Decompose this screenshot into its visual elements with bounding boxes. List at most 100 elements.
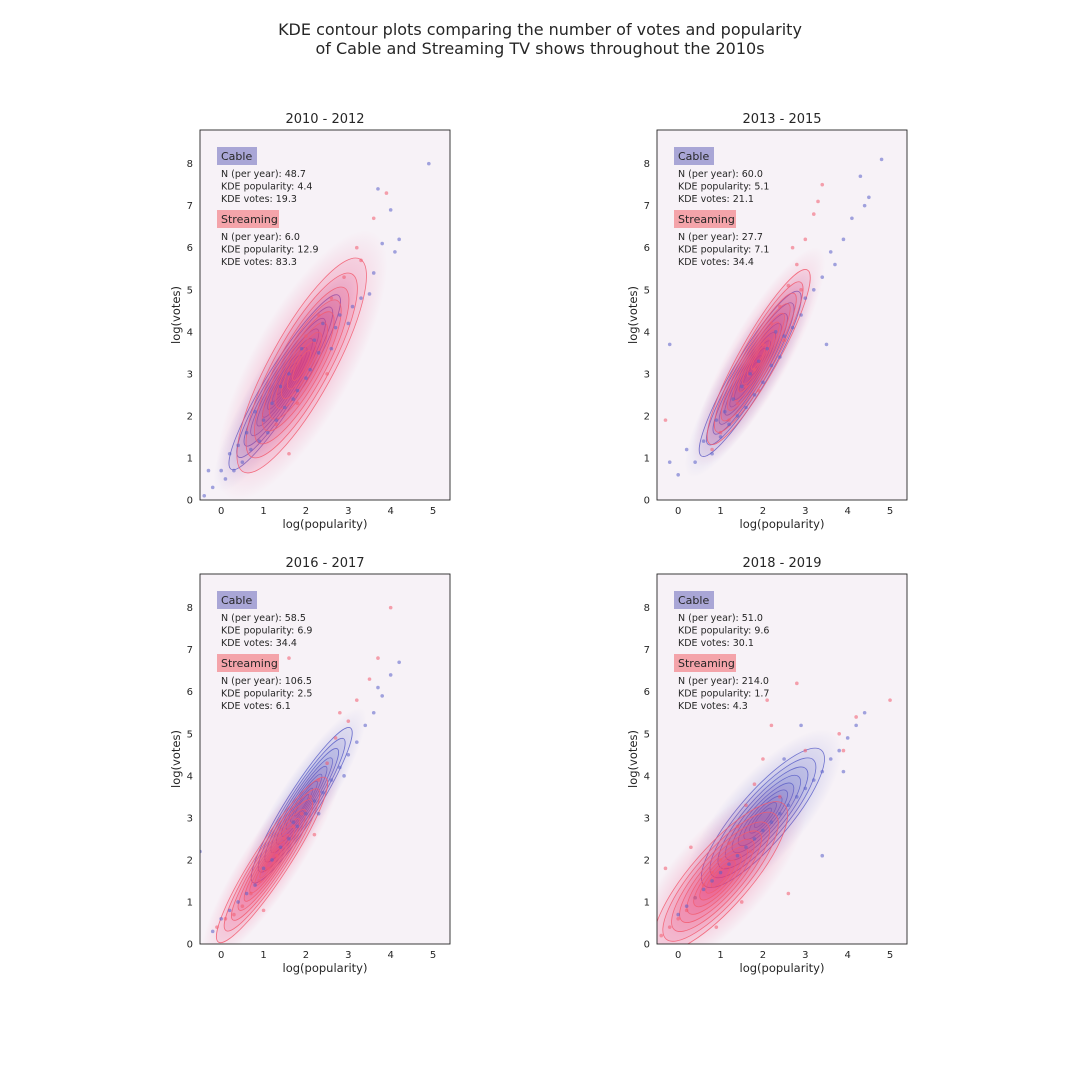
cable-point — [676, 472, 680, 477]
cable-point — [735, 414, 740, 418]
streaming-point — [693, 895, 697, 900]
plot-area — [657, 681, 892, 944]
kde-contour-level-6 — [737, 321, 780, 393]
kde-contour-level-2 — [245, 272, 358, 459]
streaming-point — [710, 870, 714, 875]
cable-point — [270, 401, 274, 406]
cable-point — [240, 460, 245, 464]
cable-point — [824, 342, 829, 347]
y-axis-label: log(votes) — [626, 730, 640, 788]
streaming-point — [735, 824, 740, 829]
cable-point — [236, 900, 240, 904]
cable-point — [261, 866, 266, 871]
y-tick-label: 2 — [644, 411, 650, 422]
cable-point — [756, 359, 761, 364]
streaming-point — [346, 719, 351, 723]
x-axis-label: log(popularity) — [283, 961, 368, 975]
streaming-point — [744, 384, 748, 389]
cable-point — [257, 439, 262, 443]
x-tick-label: 4 — [387, 506, 393, 517]
x-tick-label: 0 — [675, 506, 681, 517]
cable-point — [232, 468, 236, 473]
streaming-point — [710, 447, 714, 452]
streaming-stat-line: KDE votes: 83.3 — [221, 257, 297, 268]
streaming-point — [274, 853, 279, 858]
kde-glow — [216, 230, 388, 500]
y-tick-label: 8 — [644, 159, 650, 170]
streaming-point — [718, 430, 723, 435]
kde-contour-level-7 — [699, 853, 742, 901]
x-tick-label: 5 — [887, 950, 893, 961]
y-tick-label: 6 — [644, 687, 650, 698]
panel-4: 0 1 2 3 4 5 0 1 2 3 4 5 6 7 8 2018 - 2019 log(popularity… — [626, 556, 908, 975]
cable-point — [291, 397, 296, 401]
cable-point — [667, 460, 672, 464]
cable-point — [388, 208, 393, 212]
cable-legend-label: Cable — [221, 150, 252, 163]
cable-point — [376, 187, 380, 191]
streaming-legend-box — [217, 210, 279, 228]
cable-point — [236, 443, 240, 448]
cable-point — [773, 330, 778, 334]
streaming-stat-line: KDE popularity: 2.5 — [221, 689, 312, 700]
cable-legend-box — [217, 591, 257, 609]
y-tick-label: 6 — [187, 687, 193, 698]
cable-point — [397, 237, 401, 242]
streaming-kde — [216, 230, 388, 500]
x-tick-label: 4 — [844, 506, 850, 517]
cable-point — [731, 397, 736, 401]
cable-point — [397, 660, 401, 665]
kde-glow — [657, 780, 808, 944]
cable-point — [278, 384, 283, 389]
cable-stat-line: N (per year): 51.0 — [678, 613, 763, 624]
cable-point — [845, 736, 850, 740]
streaming-point — [888, 698, 892, 702]
streaming-point — [795, 681, 799, 686]
kde-contour-level-5 — [732, 312, 785, 402]
streaming-point — [316, 313, 321, 317]
y-tick-label: 3 — [187, 369, 193, 380]
y-tick-label: 7 — [644, 645, 650, 656]
y-tick-label: 4 — [644, 327, 650, 338]
streaming-point — [799, 287, 803, 292]
cable-point — [219, 468, 223, 473]
kde-contour-level-4 — [679, 830, 762, 923]
kde-contour-level-4 — [261, 299, 342, 432]
y-tick-label: 2 — [644, 855, 650, 866]
streaming-point — [854, 715, 858, 719]
streaming-point — [718, 858, 723, 862]
cable-point — [727, 422, 731, 427]
kde-contour-level-2 — [662, 811, 779, 942]
cable-point — [854, 723, 858, 728]
y-tick-label: 5 — [187, 729, 193, 740]
cable-point — [744, 845, 748, 850]
x-axis-label: log(popularity) — [283, 517, 368, 531]
y-tick-label: 0 — [644, 940, 650, 951]
cable-point — [210, 485, 215, 490]
cable-point — [778, 355, 782, 359]
x-tick-label: 1 — [260, 506, 266, 517]
streaming-point — [338, 710, 342, 715]
y-tick-label: 8 — [187, 159, 193, 170]
x-tick-label: 0 — [218, 506, 224, 517]
cable-point — [321, 321, 325, 326]
y-tick-label: 5 — [644, 285, 650, 296]
cable-point — [304, 376, 308, 380]
cable-point — [850, 216, 854, 221]
streaming-point — [376, 656, 380, 660]
cable-point — [316, 351, 321, 355]
streaming-point — [316, 778, 321, 782]
cable-point — [253, 883, 257, 887]
streaming-point — [308, 795, 312, 799]
cable-point — [718, 870, 723, 875]
cable-point — [312, 338, 317, 343]
cable-point — [710, 879, 714, 883]
y-tick-label: 7 — [644, 201, 650, 212]
plot-frame — [656, 573, 908, 945]
streaming-point — [359, 258, 363, 263]
cable-point — [676, 912, 680, 917]
streaming-point — [354, 245, 359, 250]
cable-point — [287, 837, 291, 841]
cable-point — [667, 342, 672, 347]
cable-point — [308, 367, 312, 372]
